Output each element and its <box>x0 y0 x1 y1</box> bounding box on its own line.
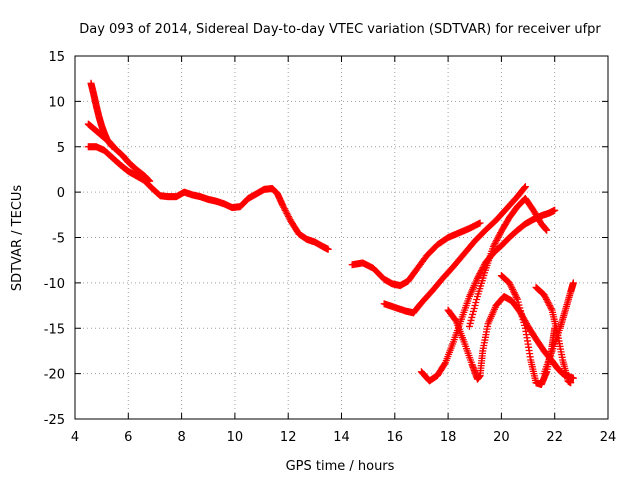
x-axis-label: GPS time / hours <box>286 459 395 474</box>
series-arc-9 <box>497 272 559 389</box>
axis-ticks: 4 6 8 10 12 14 16 18 20 22 24 -25 -20 -15 -10 -5 0 5 10 15 <box>44 50 617 445</box>
data-point <box>283 209 291 217</box>
data-point <box>470 304 478 312</box>
y-tick-label: 15 <box>48 50 65 65</box>
data-point <box>490 241 498 249</box>
y-axis-label: SDTVAR / TECUs <box>10 185 25 292</box>
data-point <box>567 379 575 387</box>
data-point <box>280 203 288 211</box>
x-tick-label: 16 <box>387 430 404 445</box>
data-point <box>546 303 554 311</box>
x-tick-label: 22 <box>546 430 563 445</box>
data-point <box>513 294 521 302</box>
data-point <box>493 236 501 244</box>
data-point <box>569 279 577 287</box>
x-tick-label: 8 <box>177 430 185 445</box>
data-point <box>546 301 554 309</box>
data-point <box>543 226 551 234</box>
data-point <box>467 316 475 324</box>
data-point <box>279 202 287 210</box>
data-point <box>510 289 518 297</box>
series-arc-5 <box>380 183 529 317</box>
x-tick-label: 6 <box>124 430 132 445</box>
data-point <box>495 232 503 240</box>
data-point <box>511 290 519 298</box>
data-point <box>542 294 550 302</box>
data-point <box>509 285 517 293</box>
data-point <box>540 291 548 299</box>
data-point <box>509 287 517 295</box>
data-point <box>478 265 486 273</box>
data-point <box>324 245 332 253</box>
data-point <box>469 307 477 315</box>
data-point <box>494 233 502 241</box>
data-point <box>491 239 499 247</box>
data-point <box>451 316 459 324</box>
data-point <box>465 322 473 330</box>
series-arc-2 <box>84 120 154 185</box>
data-point <box>472 298 480 306</box>
series-arc-11 <box>540 279 577 378</box>
y-tick-label: 10 <box>48 95 65 110</box>
x-tick-label: 10 <box>227 430 244 445</box>
x-tick-label: 18 <box>440 430 457 445</box>
data-points <box>84 79 577 389</box>
data-point <box>505 279 513 287</box>
data-point <box>493 235 501 243</box>
data-point <box>474 273 482 281</box>
data-point <box>496 230 504 238</box>
data-point <box>471 301 479 309</box>
data-point <box>280 205 288 213</box>
x-tick-label: 4 <box>71 430 79 445</box>
data-point <box>281 206 289 214</box>
data-point <box>508 284 516 292</box>
data-point <box>476 270 484 278</box>
x-tick-label: 20 <box>493 430 510 445</box>
data-point <box>284 213 292 221</box>
data-point <box>476 219 484 227</box>
data-point <box>469 310 477 318</box>
y-tick-label: -5 <box>52 232 65 247</box>
y-tick-label: 0 <box>57 186 65 201</box>
data-point <box>285 214 293 222</box>
data-point <box>492 238 500 246</box>
data-point <box>542 295 550 303</box>
series-arc-3 <box>84 143 332 253</box>
data-point <box>521 183 529 191</box>
data-point <box>569 374 577 382</box>
y-tick-label: -20 <box>44 368 65 383</box>
y-tick-label: -15 <box>44 322 65 337</box>
data-point <box>512 292 520 300</box>
series-arc-8 <box>465 194 551 330</box>
y-tick-label: -25 <box>44 413 65 428</box>
chart-title: Day 093 of 2014, Sidereal Day-to-day VTE… <box>79 22 601 37</box>
data-point <box>543 297 551 305</box>
y-tick-label: 5 <box>57 141 65 156</box>
data-point <box>545 300 553 308</box>
data-point <box>506 281 514 289</box>
x-tick-label: 12 <box>280 430 297 445</box>
series-arc-4 <box>348 219 484 290</box>
data-point <box>466 319 474 327</box>
x-tick-label: 24 <box>600 430 617 445</box>
data-point <box>284 211 292 219</box>
data-point <box>473 295 481 303</box>
data-point <box>547 305 555 313</box>
data-point <box>468 313 476 321</box>
data-point <box>521 184 529 192</box>
data-point <box>282 208 290 216</box>
data-point <box>551 206 559 214</box>
data-point <box>441 360 449 368</box>
data-point <box>489 243 497 251</box>
x-tick-label: 14 <box>333 430 350 445</box>
data-point <box>544 298 552 306</box>
data-point <box>541 292 549 300</box>
data-point <box>507 282 515 290</box>
y-tick-label: -10 <box>44 277 65 292</box>
